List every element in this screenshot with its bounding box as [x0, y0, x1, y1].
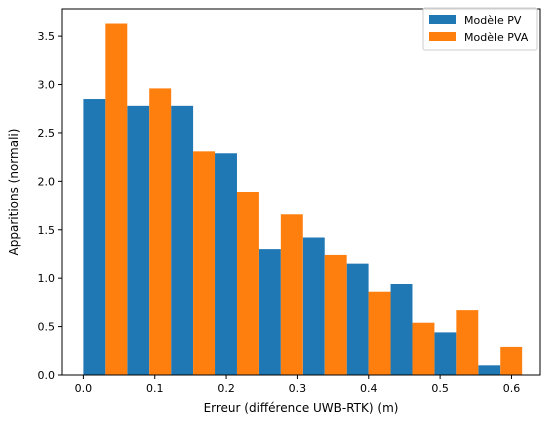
legend: Modèle PV Modèle PVA — [422, 7, 538, 51]
bar-series-0-bin-2 — [171, 105, 194, 376]
y-tick-label: 0.0 — [38, 369, 56, 382]
bar-series-1-bin-6 — [368, 291, 391, 375]
y-tick-label: 1.0 — [38, 272, 56, 285]
bars-group — [83, 23, 523, 376]
bar-series-1-bin-2 — [193, 151, 216, 375]
x-axis-ticks: 0.0 0.1 0.2 0.3 0.4 0.5 0.6 — [75, 375, 521, 395]
bar-series-0-bin-7 — [390, 283, 413, 375]
y-axis-ticks: 0.0 0.5 1.0 1.5 2.0 2.5 3.0 3.5 — [38, 30, 62, 382]
bar-series-0-bin-6 — [346, 263, 369, 375]
x-tick-label: 0.1 — [146, 382, 164, 395]
y-axis-label: Apparitions (normali) — [7, 129, 21, 256]
legend-label-0: Modèle PV — [464, 14, 522, 27]
bar-series-1-bin-1 — [149, 88, 172, 376]
x-tick-label: 0.2 — [217, 382, 235, 395]
legend-swatch-1 — [429, 32, 456, 41]
bar-series-0-bin-0 — [83, 99, 106, 376]
bar-series-1-bin-4 — [280, 214, 303, 375]
bar-series-1-bin-0 — [105, 23, 128, 376]
y-tick-label: 3.0 — [38, 79, 56, 92]
bar-series-0-bin-4 — [258, 249, 281, 375]
y-tick-label: 1.5 — [38, 224, 56, 237]
x-tick-label: 0.0 — [75, 382, 93, 395]
bar-series-1-bin-7 — [412, 322, 435, 375]
x-tick-label: 0.3 — [289, 382, 307, 395]
y-tick-label: 3.5 — [38, 30, 56, 43]
x-tick-label: 0.5 — [431, 382, 449, 395]
bar-series-0-bin-1 — [127, 105, 150, 376]
y-tick-label: 2.0 — [38, 175, 56, 188]
x-axis-label: Erreur (différence UWB-RTK) (m) — [204, 401, 399, 415]
legend-swatch-0 — [429, 15, 456, 24]
bar-series-1-bin-9 — [500, 346, 523, 375]
bar-series-1-bin-8 — [456, 310, 479, 375]
plot-frame — [61, 8, 541, 376]
y-tick-label: 2.5 — [38, 127, 56, 140]
y-tick-label: 0.5 — [38, 321, 56, 334]
bar-series-0-bin-8 — [434, 332, 457, 375]
bar-series-0-bin-9 — [478, 365, 501, 375]
x-tick-label: 0.6 — [503, 382, 521, 395]
x-tick-label: 0.4 — [360, 382, 378, 395]
legend-label-1: Modèle PVA — [464, 31, 529, 44]
bar-series-0-bin-3 — [215, 153, 237, 375]
bar-series-1-bin-3 — [236, 192, 259, 375]
bar-series-0-bin-5 — [302, 237, 325, 375]
bar-series-1-bin-5 — [324, 254, 347, 375]
